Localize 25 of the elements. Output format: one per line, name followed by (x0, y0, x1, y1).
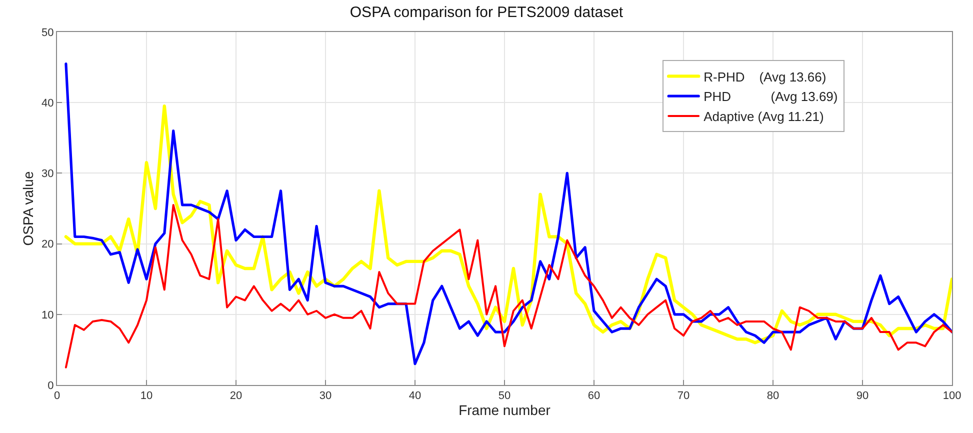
legend-label: R-PHD (Avg 13.66) (704, 69, 826, 84)
x-tick-label: 20 (230, 390, 242, 402)
y-tick-label: 40 (42, 97, 54, 110)
x-tick-label: 60 (588, 390, 600, 402)
x-tick-label: 10 (140, 390, 153, 402)
y-axis-title: OSPA value (20, 171, 36, 246)
x-axis-title: Frame number (458, 402, 551, 418)
y-tick-label: 30 (42, 168, 54, 180)
y-tick-label: 10 (42, 309, 54, 322)
legend-label: Adaptive (Avg 11.21) (704, 109, 824, 124)
x-tick-label: 100 (942, 390, 962, 402)
legend-label: PHD (Avg 13.69) (704, 89, 838, 104)
x-tick-label: 70 (677, 390, 690, 402)
chart-title: OSPA comparison for PETS2009 dataset (350, 4, 624, 21)
x-tick-label: 90 (856, 390, 869, 402)
y-tick-label: 20 (42, 238, 54, 251)
y-tick-label: 50 (42, 26, 54, 39)
line-series (64, 104, 952, 344)
line-series (64, 204, 952, 368)
y-tick-label: 0 (48, 380, 54, 392)
x-tick-label: 50 (498, 390, 511, 402)
x-tick-label: 40 (408, 390, 422, 402)
x-tick-label: 30 (319, 390, 332, 402)
line-series (64, 62, 952, 366)
x-tick-label: 80 (766, 390, 780, 402)
